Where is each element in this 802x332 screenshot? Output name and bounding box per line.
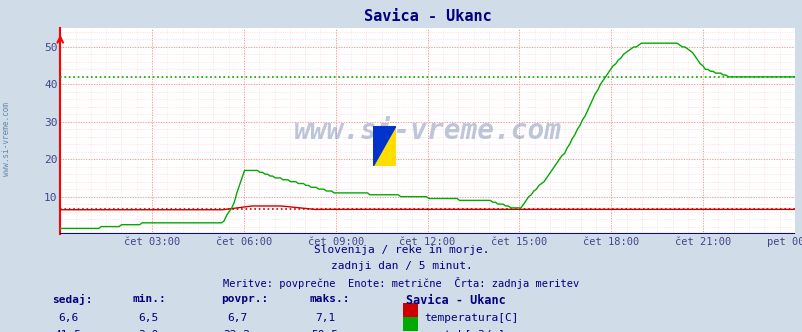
Text: povpr.:: povpr.:	[221, 294, 268, 304]
Text: Savica - Ukanc: Savica - Ukanc	[405, 294, 504, 307]
Text: 22,2: 22,2	[223, 330, 250, 332]
Text: www.si-vreme.com: www.si-vreme.com	[294, 117, 561, 145]
Text: 7,1: 7,1	[314, 313, 335, 323]
Text: Meritve: povprečne  Enote: metrične  Črta: zadnja meritev: Meritve: povprečne Enote: metrične Črta:…	[223, 277, 579, 289]
Text: 6,7: 6,7	[226, 313, 247, 323]
Text: pretok[m3/s]: pretok[m3/s]	[423, 330, 504, 332]
Text: maks.:: maks.:	[309, 294, 349, 304]
Text: 3,0: 3,0	[138, 330, 159, 332]
Text: zadnji dan / 5 minut.: zadnji dan / 5 minut.	[330, 261, 472, 271]
Text: www.si-vreme.com: www.si-vreme.com	[2, 103, 11, 176]
Text: min.:: min.:	[132, 294, 166, 304]
Text: 50,5: 50,5	[311, 330, 338, 332]
Text: Slovenija / reke in morje.: Slovenija / reke in morje.	[314, 245, 488, 255]
Text: sedaj:: sedaj:	[52, 294, 92, 305]
Polygon shape	[373, 126, 395, 166]
Title: Savica - Ukanc: Savica - Ukanc	[363, 9, 491, 24]
Text: 6,6: 6,6	[58, 313, 79, 323]
Text: 41,5: 41,5	[55, 330, 82, 332]
Text: temperatura[C]: temperatura[C]	[423, 313, 518, 323]
Text: 6,5: 6,5	[138, 313, 159, 323]
Polygon shape	[373, 126, 395, 166]
